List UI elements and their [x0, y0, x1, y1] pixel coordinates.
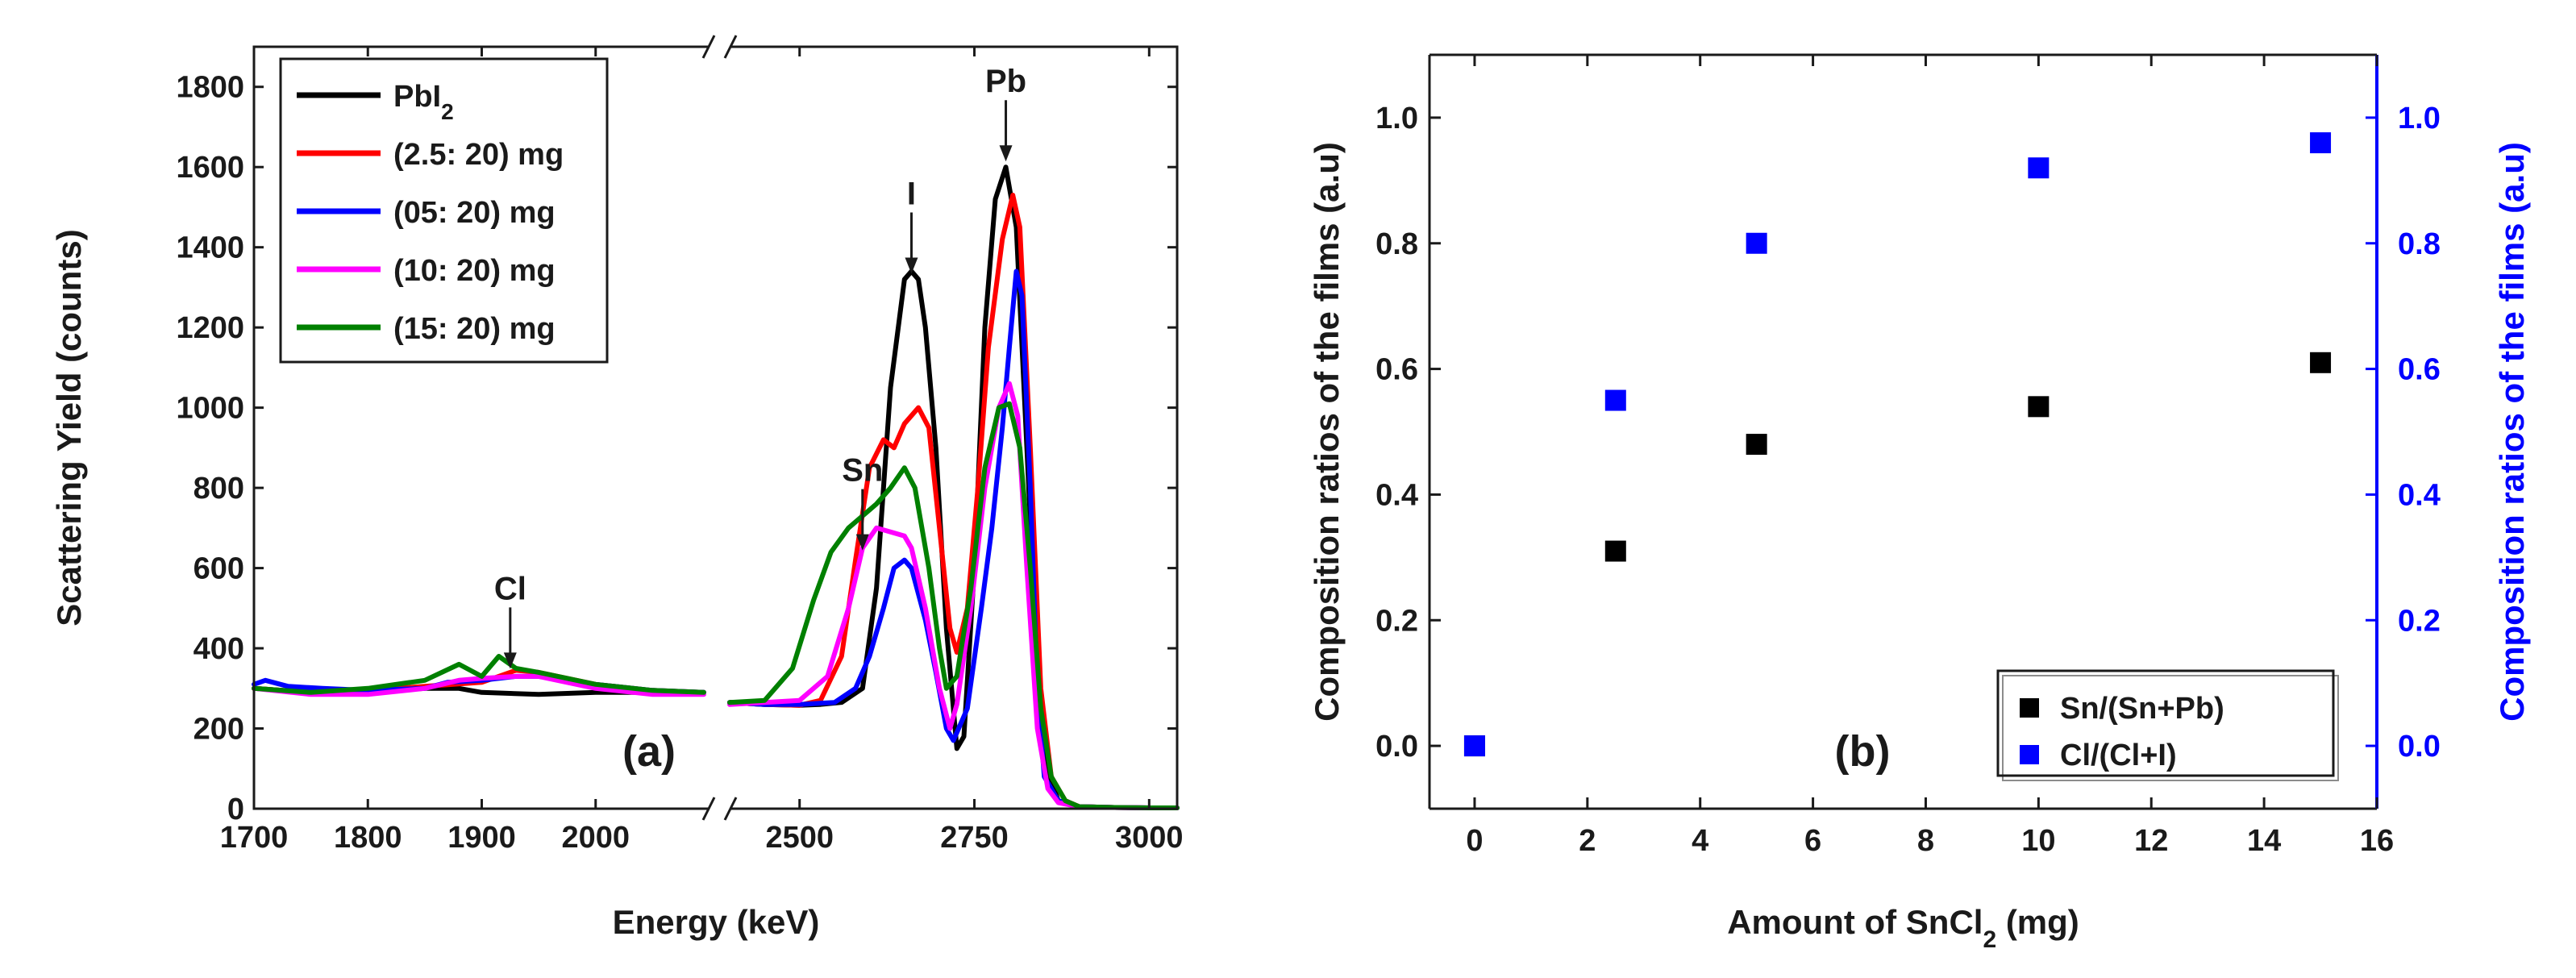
x-tick-label: 1700: [220, 821, 289, 855]
series-0-point: [2310, 352, 2332, 373]
legend-label: (10: 20) mg: [393, 254, 556, 288]
x-tick-label: 10: [2021, 824, 2055, 858]
legend-label-subscript: 2: [441, 99, 454, 124]
annotation-label: I: [907, 177, 916, 212]
y-tick-label: 1.0: [1375, 102, 1418, 135]
annotation-label: Cl: [494, 571, 526, 606]
series-0-point: [2028, 396, 2050, 418]
annotation-arrowhead: [999, 145, 1013, 162]
y-tick-label: 800: [194, 472, 244, 506]
y-tick-label: 0: [227, 793, 244, 826]
series-4-segment-1: [727, 401, 1180, 810]
y2-tick-label: 0.4: [2398, 478, 2441, 512]
series-3-segment-1: [727, 381, 1180, 810]
x-tick-label: 1900: [447, 821, 516, 855]
x-tick-label: 2500: [765, 821, 834, 855]
x-tick-label: 1800: [334, 821, 402, 855]
axis-break-mark: [723, 35, 738, 59]
y2-tick-label: 0.6: [2398, 353, 2441, 387]
panel-label: (a): [622, 727, 676, 776]
y-axis-label: Composition ratios of the films (a.u): [1308, 142, 1346, 722]
x-tick-label: 16: [2360, 824, 2394, 858]
annotation-label: Pb: [985, 64, 1026, 99]
series-0-point: [1746, 434, 1767, 456]
axis-break-mark: [701, 797, 716, 821]
y-tick-label: 1400: [176, 231, 244, 265]
y-tick-label: 0.4: [1375, 478, 1418, 512]
y-tick-label: 400: [194, 632, 244, 666]
series-4-segment-0: [252, 654, 706, 695]
x-tick-label: 6: [1804, 824, 1821, 858]
axis-break-mark: [701, 35, 716, 59]
x-tick-label: 2: [1579, 824, 1596, 858]
x-axis-label: Energy (keV): [613, 903, 820, 941]
y2-tick-label: 0.8: [2398, 227, 2441, 261]
y-tick-label: 0.8: [1375, 227, 1418, 261]
legend-label: Sn/(Sn+Pb): [2060, 692, 2224, 726]
annotation-arrowhead: [503, 652, 517, 669]
legend-label: (2.5: 20) mg: [393, 138, 564, 172]
y2-tick-label: 1.0: [2398, 102, 2441, 135]
legend: PbI2(2.5: 20) mg(05: 20) mg(10: 20) mg(1…: [279, 57, 609, 364]
x-axis-label-suffix: (mg): [1996, 903, 2079, 941]
legend-label: (15: 20) mg: [393, 312, 556, 346]
panel-b-chart: 0.0 0.2 0.4 0.6 0.8 1.0 0.0 0.2 0.4 0.6 0.8 1.0 0 2 4 6…: [1308, 53, 2531, 953]
panel-a-chart: 0 200 400 600 800 1000 1200 1400 1600 1800 1700 180…: [50, 35, 1184, 941]
x-axis-label: Amount of SnCl2 (mg): [1727, 903, 2079, 953]
legend-label: (05: 20) mg: [393, 196, 556, 230]
panel-label: (b): [1835, 727, 1891, 776]
annotation-label: Sn: [842, 453, 883, 489]
x-tick-label: 8: [1917, 824, 1934, 858]
y-tick-label: 1000: [176, 392, 244, 426]
series-1-point: [1746, 232, 1767, 254]
x-tick-label: 0: [1466, 824, 1483, 858]
legend-swatch: [2020, 745, 2039, 764]
y2-tick-label: 0.0: [2398, 730, 2441, 764]
legend-swatch: [2020, 698, 2039, 718]
y-tick-label: 600: [194, 552, 244, 586]
legend-shadow: [2002, 675, 2339, 781]
series-1-point: [2310, 132, 2332, 154]
y-tick-label: 1800: [176, 71, 244, 105]
legend-box: [1996, 669, 2335, 777]
x-axis-label-subscript: 2: [1983, 926, 1996, 953]
y-tick-label: 1200: [176, 311, 244, 345]
annotation-arrowhead: [905, 257, 918, 274]
series-1-point: [1604, 389, 1626, 411]
legend-label: Cl/(Cl+I): [2060, 739, 2177, 772]
y-tick-label: 200: [194, 713, 244, 747]
x-tick-label: 4: [1692, 824, 1708, 858]
axis-break-mark: [723, 797, 738, 821]
series-1-point: [2028, 157, 2050, 179]
x-tick-label: 2000: [561, 821, 630, 855]
x-tick-label: 12: [2134, 824, 2168, 858]
series-0-point: [1604, 540, 1626, 562]
y-tick-label: 1600: [176, 151, 244, 185]
y-tick-label: 0.0: [1375, 730, 1418, 764]
series-1-point: [1463, 735, 1485, 757]
y-axis-label: Scattering Yield (counts): [50, 229, 88, 626]
y-tick-label: 0.2: [1375, 604, 1418, 638]
y2-tick-label: 0.2: [2398, 604, 2441, 638]
x-tick-label: 2750: [940, 821, 1009, 855]
x-tick-label: 3000: [1115, 821, 1184, 855]
y-tick-label: 0.6: [1375, 353, 1418, 387]
legend: Sn/(Sn+Pb) Cl/(Cl+I): [1996, 669, 2339, 781]
annotation-arrowhead: [855, 534, 869, 551]
y2-axis-label: Composition ratios of the films (a.u): [2493, 142, 2531, 722]
x-tick-label: 14: [2247, 824, 2281, 858]
